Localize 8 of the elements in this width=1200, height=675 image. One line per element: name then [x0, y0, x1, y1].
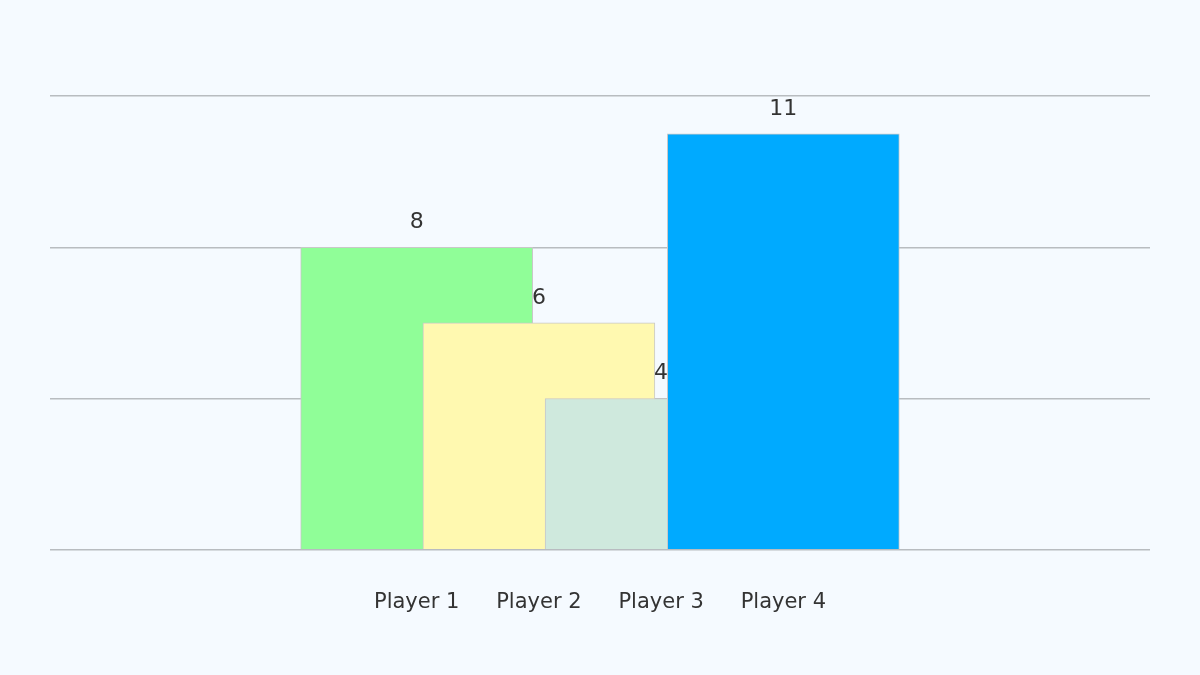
data-label: 8 [409, 207, 424, 233]
data-label: 4 [654, 359, 669, 385]
x-tick-label: Player 1 [373, 588, 460, 613]
data-label: 6 [531, 283, 546, 309]
x-tick-label: Player 2 [496, 588, 582, 613]
x-tick-label: Player 4 [740, 588, 827, 613]
x-tick-label: Player 3 [618, 588, 704, 613]
data-label: 11 [769, 94, 798, 120]
